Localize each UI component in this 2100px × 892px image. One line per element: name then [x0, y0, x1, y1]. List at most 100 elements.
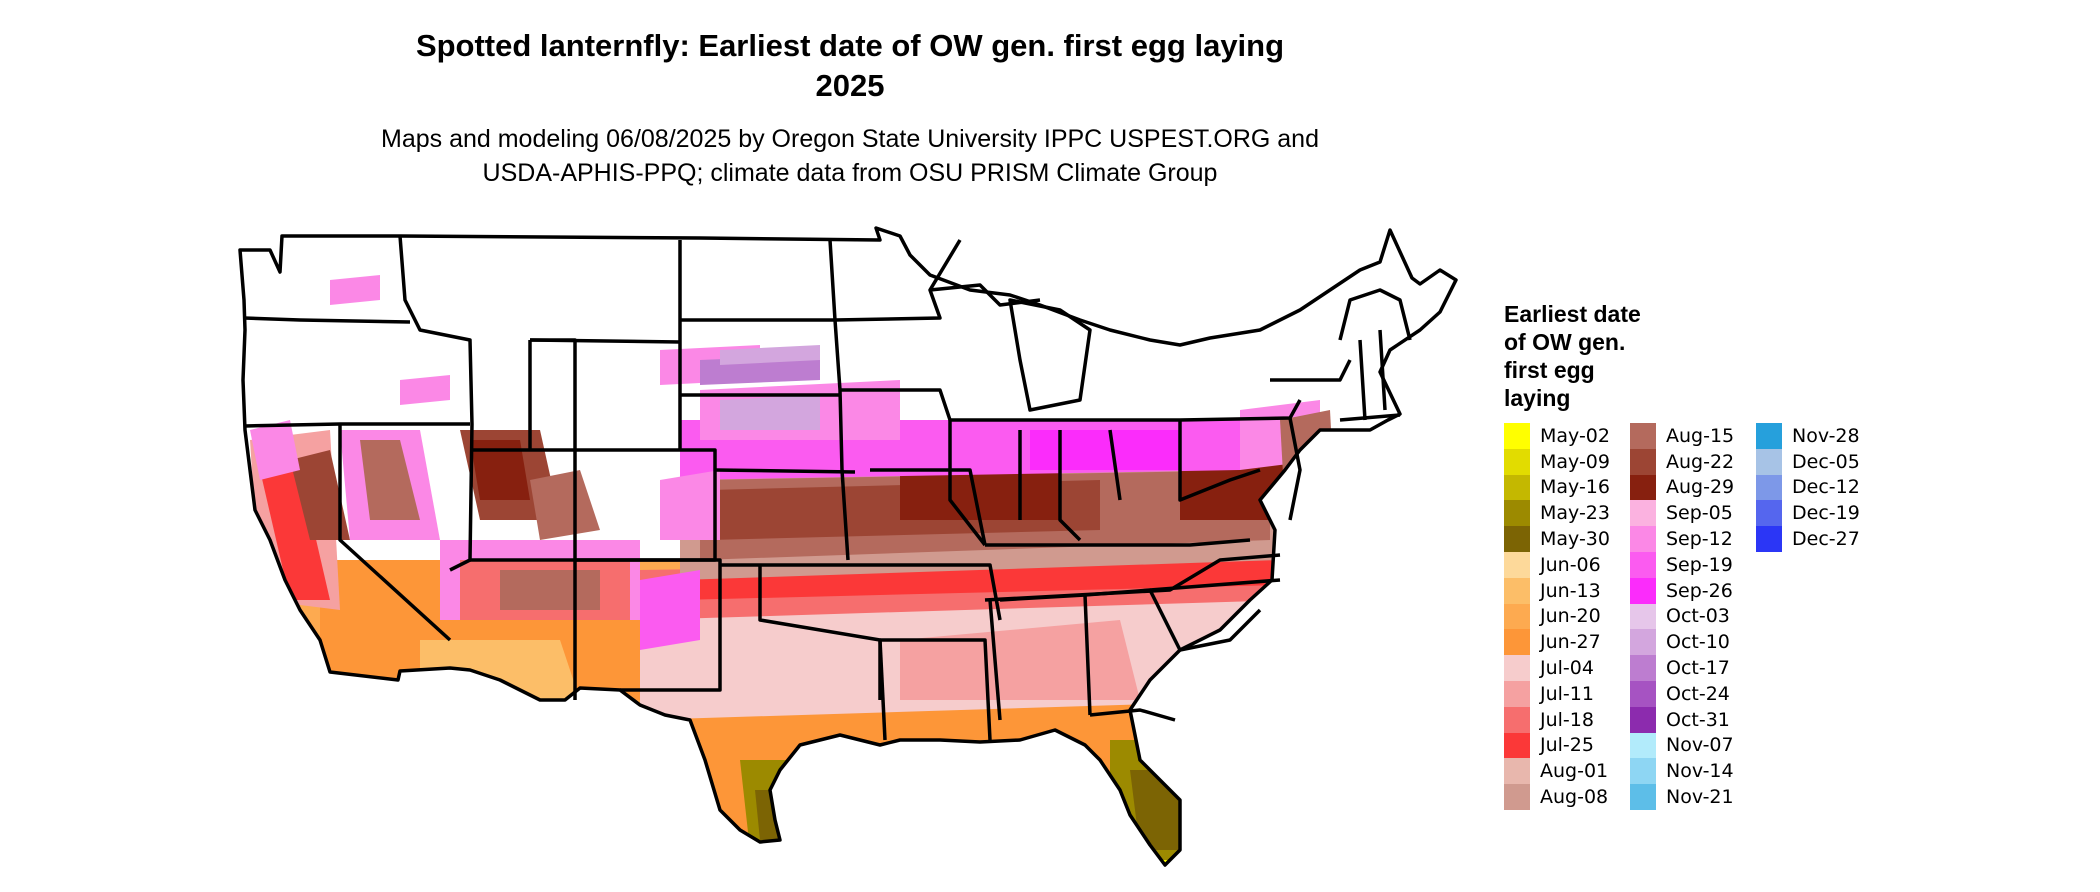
legend-label: Nov-07: [1666, 734, 1734, 757]
state-boundaries: [238, 226, 1458, 867]
legend-item: Aug-29: [1630, 474, 1756, 501]
legend-item: Oct-17: [1630, 655, 1756, 681]
legend-label: Dec-12: [1792, 476, 1860, 499]
legend-label: Oct-10: [1666, 631, 1730, 654]
legend-column: Nov-28 Dec-05 Dec-12 Dec-19 Dec-27: [1756, 423, 1882, 810]
legend-swatch: [1504, 706, 1530, 733]
legend-column: May-02 May-09 May-16 May-23 May-30 Jun-06 Jun-…: [1504, 423, 1630, 810]
legend-item: Jul-11: [1504, 680, 1630, 707]
legend-item: Aug-22: [1630, 448, 1756, 475]
legend-label: Oct-17: [1666, 657, 1730, 680]
legend-item: Jul-18: [1504, 706, 1630, 733]
legend-swatch: [1630, 474, 1656, 501]
map-subtitle-line2: USDA-APHIS-PPQ; climate data from OSU PR…: [482, 159, 1218, 187]
legend-label: Oct-24: [1666, 682, 1730, 705]
map-title-line1: Spotted lanternfly: Earliest date of OW …: [415, 28, 1285, 63]
legend-swatch: [1630, 551, 1656, 578]
legend-swatch: [1504, 655, 1530, 681]
legend-label: Nov-14: [1666, 760, 1734, 783]
legend-swatch: [1630, 732, 1656, 759]
legend-label: Jun-20: [1540, 605, 1601, 628]
legend-label: Aug-15: [1666, 424, 1735, 447]
legend-item: Oct-10: [1630, 629, 1756, 656]
legend-label: Jul-25: [1540, 734, 1594, 757]
legend-swatch: [1630, 784, 1656, 810]
legend-swatch: [1504, 603, 1530, 630]
legend-swatch: [1630, 577, 1656, 604]
legend-swatch: [1630, 500, 1656, 527]
legend-label: Nov-28: [1792, 424, 1860, 447]
legend-item: Oct-24: [1630, 680, 1756, 707]
legend-label: May-16: [1540, 476, 1610, 499]
legend-item: May-09: [1504, 448, 1630, 475]
legend-label: Aug-22: [1666, 450, 1735, 473]
legend-label: May-30: [1540, 528, 1610, 551]
legend-swatch: [1630, 423, 1656, 449]
legend-label: Oct-03: [1666, 605, 1730, 628]
legend-item: Dec-19: [1756, 500, 1882, 527]
legend-label: May-09: [1540, 450, 1610, 473]
legend-label: Dec-05: [1792, 450, 1860, 473]
legend-label: Jun-13: [1540, 579, 1601, 602]
legend-swatch: [1630, 680, 1656, 707]
legend-item: Aug-08: [1504, 784, 1630, 810]
legend-swatch: [1630, 526, 1656, 552]
legend-item: Oct-03: [1630, 603, 1756, 630]
legend-swatch: [1756, 448, 1782, 475]
legend-swatch: [1630, 706, 1656, 733]
legend-swatch: [1630, 448, 1656, 475]
legend-title-line: of OW gen.: [1504, 329, 1626, 355]
legend-swatch: [1756, 474, 1782, 501]
map-subtitle-line1: Maps and modeling 06/08/2025 by Oregon S…: [381, 125, 1319, 153]
legend-swatch: [1504, 680, 1530, 707]
legend-item: Nov-28: [1756, 423, 1882, 449]
legend-title-line: Earliest date: [1504, 301, 1641, 327]
legend-item: May-30: [1504, 526, 1630, 552]
legend-swatch: [1630, 629, 1656, 656]
legend-swatch: [1504, 629, 1530, 656]
legend-item: Dec-12: [1756, 474, 1882, 501]
legend-swatch: [1504, 577, 1530, 604]
legend-item: Jul-04: [1504, 655, 1630, 681]
legend-item: May-16: [1504, 474, 1630, 501]
legend-item: Sep-12: [1630, 526, 1756, 552]
legend-item: Aug-15: [1630, 423, 1756, 449]
legend-item: Dec-27: [1756, 526, 1882, 552]
legend: May-02 May-09 May-16 May-23 May-30 Jun-06 Jun-…: [1504, 423, 1882, 810]
legend-item: Dec-05: [1756, 448, 1882, 475]
legend-item: Sep-26: [1630, 577, 1756, 604]
legend-label: Sep-19: [1666, 553, 1733, 576]
legend-swatch: [1630, 655, 1656, 681]
legend-item: Jun-06: [1504, 551, 1630, 578]
legend-swatch: [1504, 732, 1530, 759]
legend-label: May-23: [1540, 502, 1610, 525]
legend-label: Aug-29: [1666, 476, 1735, 499]
legend-label: Jun-27: [1540, 631, 1601, 654]
legend-label: Nov-21: [1666, 786, 1734, 809]
legend-swatch: [1504, 526, 1530, 552]
legend-label: Dec-27: [1792, 528, 1860, 551]
legend-label: Oct-31: [1666, 708, 1730, 731]
legend-item: Sep-05: [1630, 500, 1756, 527]
legend-swatch: [1756, 526, 1782, 552]
legend-label: Jun-06: [1540, 553, 1601, 576]
legend-item: May-02: [1504, 423, 1630, 449]
legend-title: Earliest date of OW gen. first egg layin…: [1504, 300, 1694, 412]
legend-swatch: [1630, 603, 1656, 630]
legend-label: Aug-08: [1540, 786, 1609, 809]
legend-swatch: [1630, 758, 1656, 785]
legend-label: Sep-12: [1666, 528, 1733, 551]
legend-title-line: first egg: [1504, 357, 1595, 383]
legend-swatch: [1756, 500, 1782, 527]
map-title: Spotted lanternfly: Earliest date of OW …: [250, 26, 1450, 106]
legend-item: Nov-21: [1630, 784, 1756, 810]
legend-label: Sep-26: [1666, 579, 1733, 602]
legend-swatch: [1504, 758, 1530, 785]
legend-label: Jul-04: [1540, 657, 1594, 680]
legend-swatch: [1504, 423, 1530, 449]
legend-item: Jul-25: [1504, 732, 1630, 759]
legend-label: May-02: [1540, 424, 1610, 447]
legend-item: Nov-14: [1630, 758, 1756, 785]
legend-item: Jun-20: [1504, 603, 1630, 630]
legend-swatch: [1504, 551, 1530, 578]
